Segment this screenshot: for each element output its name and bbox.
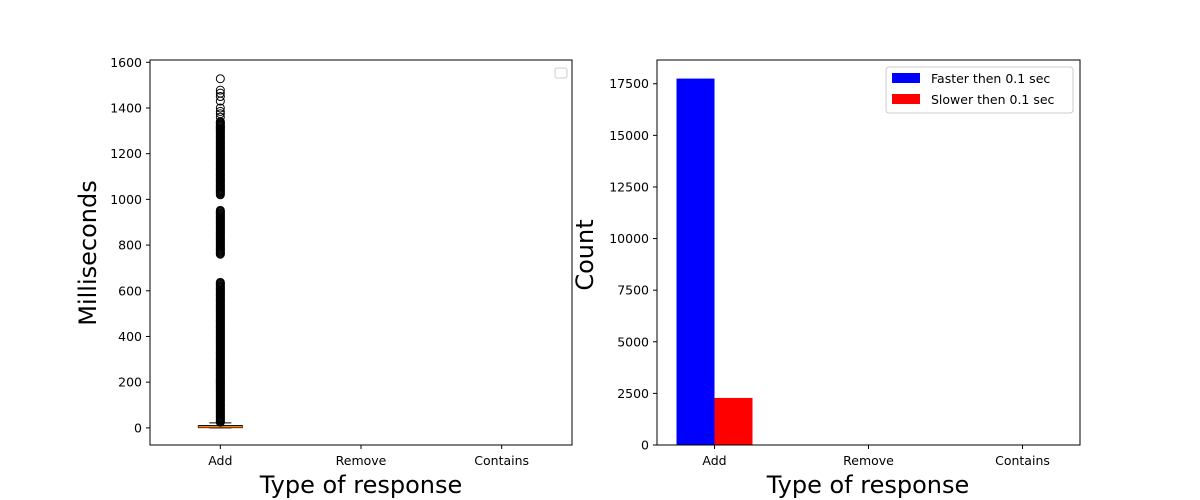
boxplot-outlier [215, 103, 225, 113]
bar-chart-y-tick-label: 5000 [617, 334, 649, 349]
legend-label-faster: Faster then 0.1 sec [931, 71, 1050, 86]
bar-chart-panel: 0 2500 5000 7500 10000 12500 15000 17500 Add Remo… [571, 59, 1081, 499]
boxplot-outlier [215, 92, 225, 102]
boxplot-x-axis-label: Type of response [259, 471, 463, 499]
bar-chart-y-tick-label: 10000 [609, 231, 649, 246]
bar-chart-x-tick-label: Add [702, 453, 726, 468]
bar-faster [676, 78, 715, 445]
legend-label-slower: Slower then 0.1 sec [931, 92, 1055, 107]
bar-chart-plot-area: 0 2500 5000 7500 10000 12500 15000 17500 Add Remo… [609, 59, 1081, 468]
boxplot-x-tick-label: Contains [474, 453, 529, 468]
boxplot-y-axis-label: Milliseconds [74, 180, 102, 325]
boxplot-x-tick-label: Remove [336, 453, 387, 468]
boxplot-outlier [215, 277, 225, 287]
boxplot-outlier [215, 109, 225, 119]
bar-chart-x-axis-label: Type of response [766, 471, 970, 499]
boxplot-empty-legend [554, 67, 568, 79]
bar-chart-y-tick-label: 2500 [617, 386, 649, 401]
boxplot-y-tick-label: 600 [118, 283, 142, 298]
boxplot-y-tick-label: 200 [118, 375, 142, 390]
boxplot-y-tick-label: 800 [118, 238, 142, 253]
boxplot-outlier [215, 88, 225, 98]
boxplot-outlier [215, 112, 225, 122]
bar-chart-y-tick-label: 17500 [609, 76, 649, 91]
legend-swatch-faster [892, 73, 920, 83]
boxplot-panel: 0 200 400 600 800 1000 1200 1400 1600 Add Remove Co… [74, 55, 573, 499]
bar-chart-x-tick-label: Remove [843, 453, 894, 468]
boxplot-plot-area: 0 200 400 600 800 1000 1200 1400 1600 Add Remove Co… [110, 55, 573, 468]
boxplot-background [150, 60, 572, 445]
bar-slower [714, 397, 753, 445]
bar-chart-y-tick-label: 15000 [609, 128, 649, 143]
boxplot-y-tick-label: 0 [134, 420, 142, 435]
bar-chart-axes-frame [656, 59, 1081, 446]
bar-chart-y-axis-label: Count [571, 219, 599, 290]
bar-chart-y-tick-label: 12500 [609, 179, 649, 194]
boxplot-axes-frame [149, 59, 573, 446]
legend-frame [885, 66, 1074, 114]
boxplot-y-tick-label: 400 [118, 329, 142, 344]
legend-swatch-slower [892, 94, 920, 104]
bar-chart-legend: Faster then 0.1 sec Slower then 0.1 sec [885, 66, 1074, 114]
bar-chart-background [657, 60, 1080, 445]
boxplot-y-tick-label: 1400 [110, 100, 142, 115]
boxplot-y-tick-label: 1600 [110, 55, 142, 70]
boxplot-outlier [215, 106, 225, 116]
bar-chart-x-tick-label: Contains [995, 453, 1050, 468]
boxplot-outlier [215, 205, 225, 215]
boxplot-x-tick-label: Add [208, 453, 232, 468]
boxplot-outlier [215, 74, 225, 84]
bar-chart-y-tick-label: 0 [641, 438, 649, 453]
boxplot-y-tick-label: 1000 [110, 192, 142, 207]
boxplot-y-tick-label: 1200 [110, 146, 142, 161]
bar-chart-y-tick-label: 7500 [617, 283, 649, 298]
boxplot-outlier [215, 85, 225, 95]
